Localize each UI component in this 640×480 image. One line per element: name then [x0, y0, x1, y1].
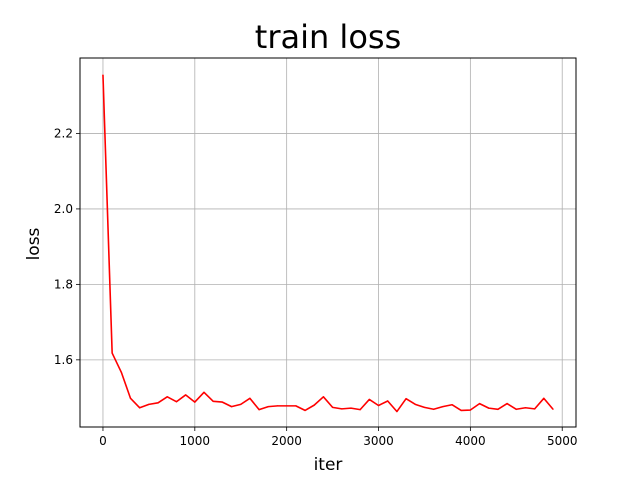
- data-point: [341, 408, 343, 410]
- data-point: [368, 398, 370, 401]
- data-point: [543, 397, 545, 399]
- data-point: [331, 406, 334, 408]
- data-point: [377, 404, 380, 407]
- data-point: [414, 403, 416, 405]
- data-point: [240, 403, 242, 405]
- data-point: [129, 397, 132, 399]
- data-point: [111, 352, 113, 354]
- plot-frame: [79, 57, 577, 428]
- data-point: [405, 398, 407, 400]
- data-point: [120, 371, 122, 373]
- data-point: [286, 405, 288, 407]
- data-point: [258, 409, 260, 411]
- data-point: [304, 409, 306, 411]
- x-tick-label: 4000: [455, 434, 486, 448]
- data-point: [469, 409, 471, 411]
- data-point: [157, 402, 159, 404]
- data-point: [442, 406, 444, 408]
- data-point: [451, 404, 453, 406]
- data-point: [460, 409, 462, 411]
- data-point: [221, 401, 223, 403]
- y-tick-label: 2.0: [54, 202, 73, 216]
- data-point: [166, 396, 168, 398]
- data-point: [322, 396, 325, 398]
- series-line: [102, 74, 554, 413]
- grid-lines: [80, 58, 576, 427]
- data-point: [433, 408, 435, 410]
- data-point: [423, 406, 426, 408]
- x-tick-label: 5000: [547, 434, 578, 448]
- data-point: [488, 407, 490, 409]
- data-point: [396, 410, 398, 413]
- y-tick-label: 1.8: [54, 277, 73, 291]
- data-point: [295, 405, 297, 407]
- x-tick-label: 2000: [271, 434, 302, 448]
- data-point: [359, 409, 361, 411]
- data-point: [185, 394, 187, 396]
- data-point: [524, 407, 527, 409]
- data-point: [194, 401, 196, 403]
- data-point: [267, 406, 269, 408]
- data-point: [212, 400, 214, 402]
- data-point: [102, 74, 104, 76]
- y-axis-label: loss: [24, 227, 44, 260]
- data-point: [552, 408, 554, 410]
- x-tick-label: 0: [99, 434, 107, 448]
- data-point: [230, 406, 233, 408]
- data-point: [249, 397, 251, 399]
- x-tick-label: 1000: [180, 434, 211, 448]
- y-tick-label: 1.6: [54, 353, 73, 367]
- data-point: [276, 405, 279, 407]
- data-point: [497, 408, 499, 410]
- data-point: [478, 403, 481, 405]
- data-point: [534, 408, 536, 410]
- data-point: [175, 401, 178, 403]
- axis-ticks: 0 1000 2000 3000 4000 5000 1.6 1.8 2.0 2.2: [54, 126, 578, 448]
- x-tick-label: 3000: [363, 434, 394, 448]
- data-point: [203, 391, 205, 393]
- chart-title: train loss: [255, 18, 401, 56]
- data-point: [313, 404, 315, 406]
- data-point: [506, 403, 508, 405]
- y-tick-label: 2.2: [54, 126, 73, 140]
- data-point: [350, 407, 352, 409]
- data-point: [148, 403, 150, 405]
- series-layer: [102, 74, 554, 413]
- data-point: [515, 408, 517, 410]
- data-point: [387, 400, 389, 402]
- x-axis-label: iter: [314, 455, 343, 475]
- data-point: [139, 407, 141, 409]
